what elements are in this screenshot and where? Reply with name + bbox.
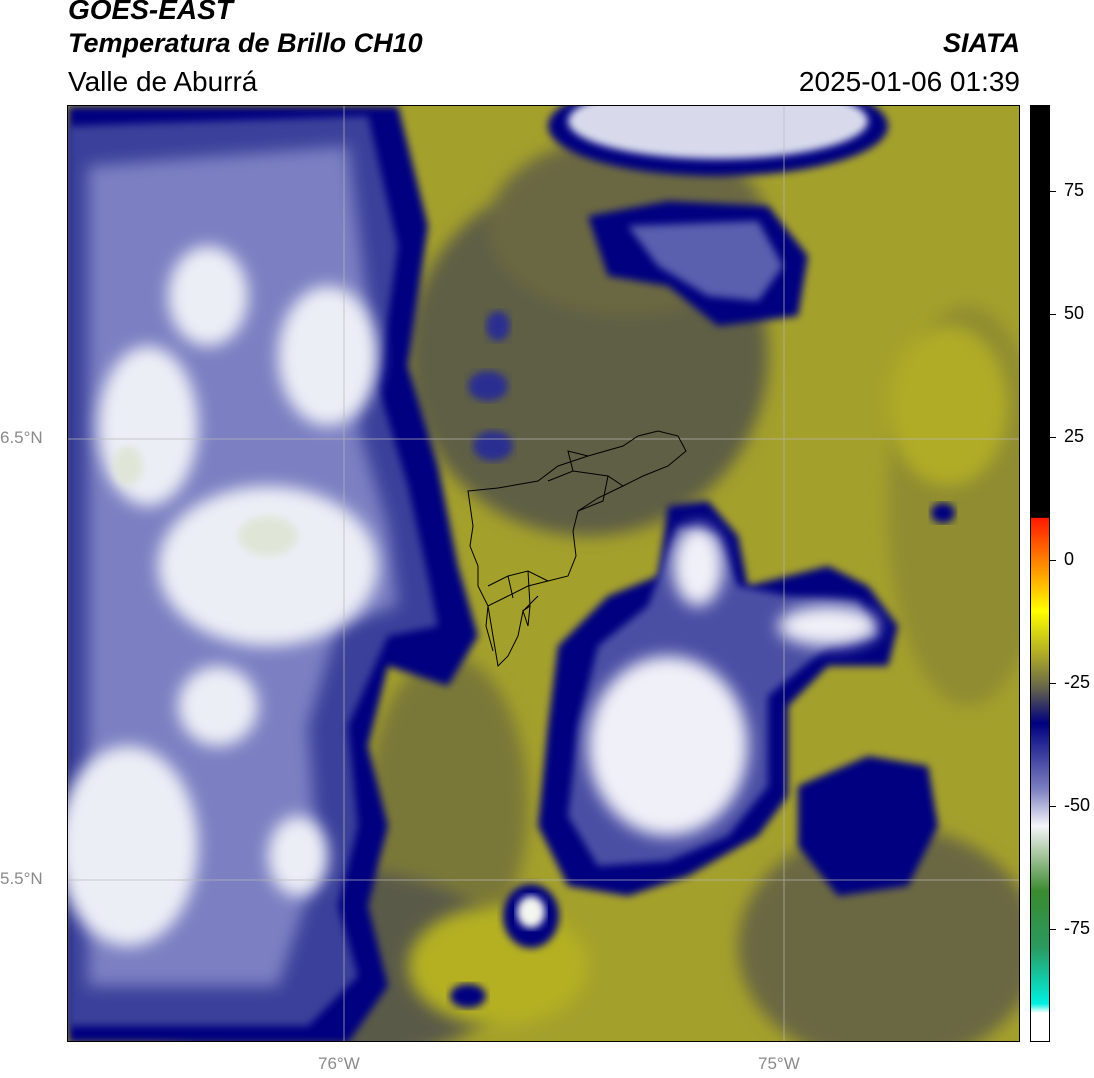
graticule — [68, 106, 1019, 1041]
colorbar-tick-label: -75 — [1064, 918, 1091, 938]
lat-label-6-5n: 6.5°N — [0, 428, 43, 447]
cloud-mass-southeast — [538, 501, 938, 896]
colorbar-tick-mark — [1050, 683, 1056, 684]
colorbar-tick-mark — [1050, 437, 1056, 438]
lon-label-76w: 76°W — [318, 1054, 360, 1073]
colorbar-tick-label: 50 — [1064, 303, 1085, 323]
product-title: Temperatura de Brillo CH10 — [68, 28, 423, 58]
colorbar-tick-label: 75 — [1064, 180, 1085, 200]
colorbar-tick-mark — [1050, 314, 1056, 315]
region-label: Valle de Aburrá — [68, 66, 258, 97]
colorbar-gradient — [1031, 106, 1049, 1041]
datetime-label: 2025-01-06 01:39 — [798, 66, 1020, 97]
cloud-north — [548, 106, 888, 326]
cloud-mass-west — [68, 106, 478, 1041]
satellite-title: GOES-EAST — [68, 0, 233, 25]
colorbar-tick-label: 25 — [1064, 426, 1085, 446]
map-canvas — [68, 106, 1019, 1041]
colorbar-tick-mark — [1050, 191, 1056, 192]
small-convective-cells — [450, 311, 955, 1008]
municipal-boundaries — [467, 430, 687, 668]
colorbar-tick-mark — [1050, 929, 1056, 930]
agency-label: SIATA — [943, 28, 1020, 58]
colorbar-tick-mark — [1050, 806, 1056, 807]
lat-label-5-5n: 5.5°N — [0, 869, 43, 888]
colorbar-tick-mark — [1050, 560, 1056, 561]
colorbar-tick-label: -25 — [1064, 672, 1091, 692]
lon-label-75w: 75°W — [758, 1054, 800, 1073]
colorbar-tick-label: 0 — [1064, 549, 1075, 569]
brightness-temperature-map — [67, 105, 1020, 1042]
colorbar-tick-label: -50 — [1064, 795, 1091, 815]
temperature-colorbar — [1030, 105, 1050, 1042]
